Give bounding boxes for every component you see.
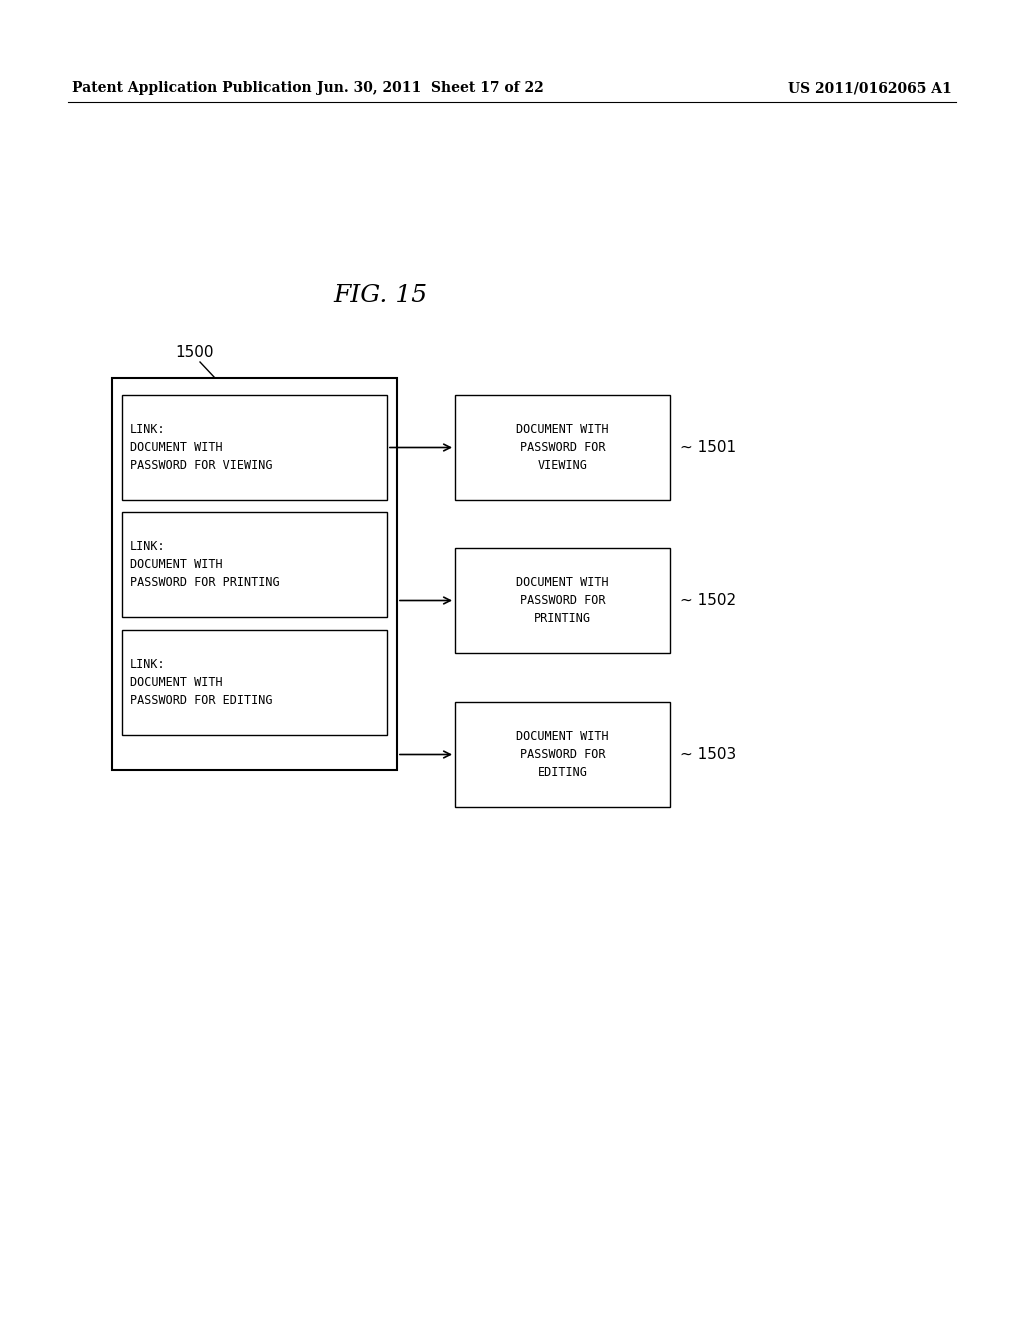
Bar — [455, 548, 670, 653]
Bar — [122, 512, 387, 616]
Text: FIG. 15: FIG. 15 — [333, 284, 427, 306]
Text: LINK:
DOCUMENT WITH
PASSWORD FOR PRINTING: LINK: DOCUMENT WITH PASSWORD FOR PRINTIN… — [130, 540, 280, 589]
Text: DOCUMENT WITH
PASSWORD FOR
PRINTING: DOCUMENT WITH PASSWORD FOR PRINTING — [516, 576, 609, 624]
Text: DOCUMENT WITH
PASSWORD FOR
VIEWING: DOCUMENT WITH PASSWORD FOR VIEWING — [516, 422, 609, 473]
Text: ~ 1503: ~ 1503 — [680, 747, 736, 762]
Text: 1500: 1500 — [176, 345, 214, 360]
Bar — [122, 395, 387, 500]
Text: Jun. 30, 2011  Sheet 17 of 22: Jun. 30, 2011 Sheet 17 of 22 — [316, 81, 544, 95]
Text: LINK:
DOCUMENT WITH
PASSWORD FOR VIEWING: LINK: DOCUMENT WITH PASSWORD FOR VIEWING — [130, 422, 272, 473]
Text: DOCUMENT WITH
PASSWORD FOR
EDITING: DOCUMENT WITH PASSWORD FOR EDITING — [516, 730, 609, 779]
Bar — [112, 378, 397, 770]
Text: Patent Application Publication: Patent Application Publication — [72, 81, 311, 95]
Bar — [122, 630, 387, 735]
Bar — [455, 702, 670, 807]
Text: US 2011/0162065 A1: US 2011/0162065 A1 — [788, 81, 952, 95]
Text: ~ 1502: ~ 1502 — [680, 593, 736, 609]
Text: ~ 1501: ~ 1501 — [680, 440, 736, 455]
Bar — [455, 395, 670, 500]
Text: LINK:
DOCUMENT WITH
PASSWORD FOR EDITING: LINK: DOCUMENT WITH PASSWORD FOR EDITING — [130, 657, 272, 708]
